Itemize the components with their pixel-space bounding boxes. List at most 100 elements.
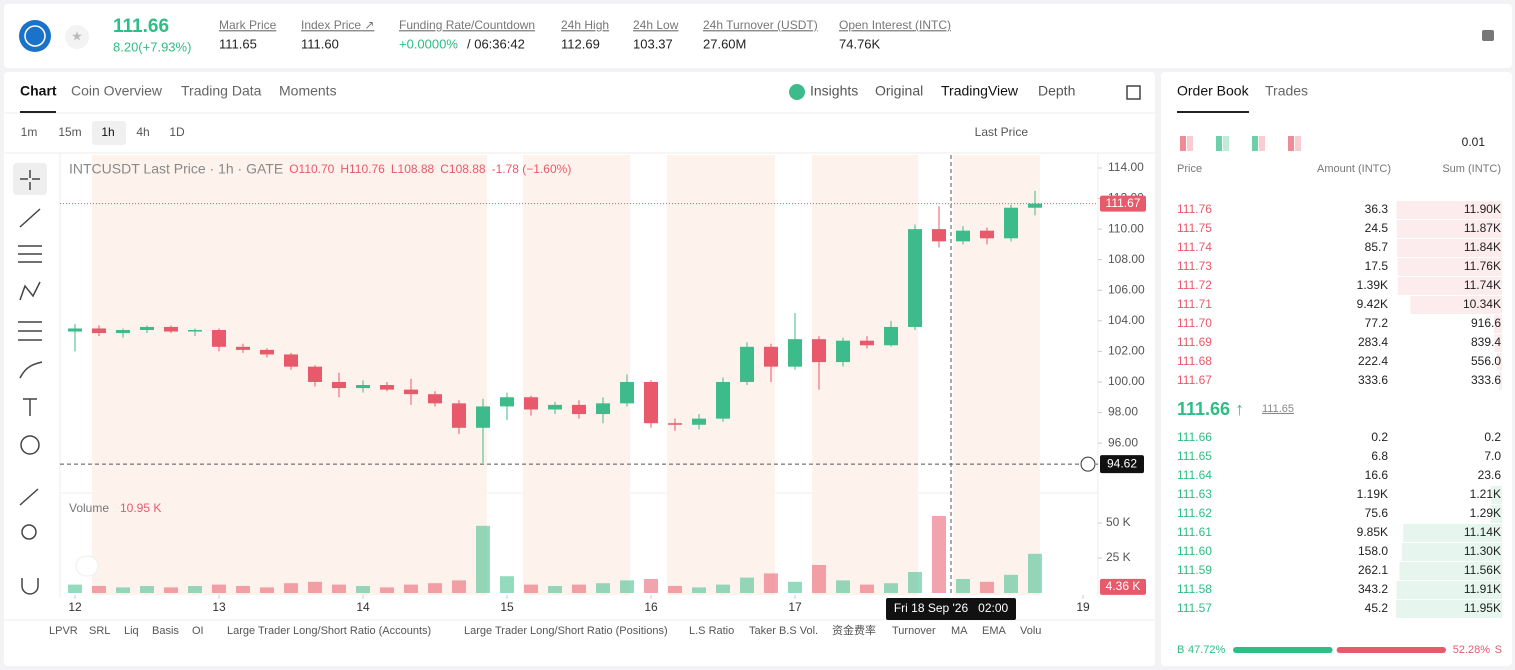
- ob-tab[interactable]: Trades: [1265, 83, 1308, 99]
- ob-mark: 111.65: [1262, 403, 1294, 415]
- add-alert[interactable]: [1080, 456, 1096, 472]
- ob-amount: 77.2: [1365, 316, 1389, 330]
- candle-body: [956, 230, 970, 242]
- indicator[interactable]: 资金费率: [832, 623, 876, 637]
- view-mode[interactable]: [1180, 136, 1186, 151]
- depth-bar: [1397, 277, 1502, 295]
- depth-bar: [1403, 524, 1502, 542]
- volume-bar: [764, 573, 778, 593]
- volume-bar: [164, 587, 178, 593]
- volume-bar: [1004, 574, 1018, 593]
- tab[interactable]: Trading Data: [181, 83, 262, 99]
- ob-amount: 9.42K: [1357, 297, 1388, 311]
- volume-bar: [524, 584, 538, 593]
- indicator[interactable]: SRL: [89, 625, 110, 637]
- volume-label: Volume: [69, 501, 109, 515]
- ob-sum: 11.76K: [1464, 259, 1501, 273]
- volume-bar: [860, 584, 874, 593]
- interval[interactable]: 15m: [58, 125, 81, 139]
- precision[interactable]: 0.01: [1462, 135, 1486, 149]
- indicator[interactable]: LPVR: [49, 625, 78, 637]
- volume-bar: [1028, 553, 1042, 593]
- view-tab[interactable]: Original: [875, 83, 923, 99]
- view-mode[interactable]: [1295, 136, 1301, 151]
- stat-label: Index Price ↗: [301, 18, 374, 32]
- indicator[interactable]: Basis: [152, 625, 179, 637]
- stat-label: Open Interest (INTC): [839, 18, 951, 32]
- stat-value: 112.69: [561, 36, 600, 51]
- active-tool[interactable]: [13, 163, 47, 195]
- view-tab[interactable]: Insights: [810, 83, 858, 99]
- candle-body: [92, 328, 106, 334]
- ob-price: 111.70: [1177, 316, 1212, 330]
- tab[interactable]: Moments: [279, 83, 337, 99]
- volume-bar: [92, 586, 106, 593]
- interval[interactable]: 4h: [136, 125, 149, 139]
- interval[interactable]: 1h: [101, 125, 114, 139]
- change: 8.20(+7.93%): [113, 39, 191, 54]
- depth-bar: [1497, 353, 1502, 371]
- ratio-sell-bar: [1336, 647, 1446, 653]
- ob-price: 111.72: [1177, 278, 1212, 292]
- volume-bar: [836, 580, 850, 593]
- view-tab[interactable]: Depth: [1038, 83, 1075, 99]
- volume-bar: [692, 587, 706, 593]
- ob-sum: 11.74K: [1464, 278, 1501, 292]
- price-source[interactable]: Last Price: [975, 125, 1029, 139]
- indicator[interactable]: EMA: [982, 625, 1007, 637]
- volume-bar: [788, 581, 802, 593]
- x-tick-label: 16: [644, 600, 658, 614]
- indicator[interactable]: OI: [192, 625, 204, 637]
- y-tick-label: 108.00: [1108, 252, 1145, 266]
- indicator[interactable]: Liq: [124, 625, 139, 637]
- volume-bar: [620, 580, 634, 593]
- ob-price: 111.67: [1177, 373, 1212, 387]
- candle-body: [860, 340, 874, 346]
- candle-body: [596, 403, 610, 415]
- ob-sum: 333.6: [1471, 373, 1501, 387]
- ob-column: Amount (INTC): [1317, 163, 1391, 175]
- ratio-buy: 47.72%: [1188, 644, 1226, 656]
- ratio-sell: 52.28%: [1453, 644, 1491, 656]
- candle-body: [788, 339, 802, 367]
- volume-bar: [812, 565, 826, 593]
- view-mode[interactable]: [1259, 136, 1265, 151]
- interval[interactable]: 1m: [21, 125, 38, 139]
- candle-body: [500, 397, 514, 407]
- indicator[interactable]: MA: [951, 625, 968, 637]
- candle-body: [452, 403, 466, 428]
- interval[interactable]: 1D: [169, 125, 185, 139]
- view-mode[interactable]: [1187, 136, 1193, 151]
- view-mode[interactable]: [1288, 136, 1294, 151]
- ob-column: Price: [1177, 163, 1202, 175]
- menu-icon[interactable]: [1482, 30, 1494, 41]
- indicator[interactable]: Large Trader Long/Short Ratio (Positions…: [464, 625, 668, 637]
- ob-amount: 9.85K: [1357, 525, 1388, 539]
- candle-body: [260, 349, 274, 355]
- stat-label: 24h High: [561, 18, 609, 32]
- candle-body: [884, 326, 898, 346]
- tab[interactable]: Chart: [20, 83, 57, 99]
- ob-price: 111.60: [1177, 544, 1212, 558]
- x-tick-label: 14: [356, 600, 370, 614]
- indicator[interactable]: Turnover: [892, 625, 936, 637]
- view-mode[interactable]: [1223, 136, 1229, 151]
- view-mode[interactable]: [1216, 136, 1222, 151]
- volume-bar: [140, 586, 154, 593]
- indicator[interactable]: Taker B.S Vol.: [749, 625, 818, 637]
- view-mode[interactable]: [1252, 136, 1258, 151]
- depth-bar: [1396, 201, 1502, 219]
- indicator[interactable]: Large Trader Long/Short Ratio (Accounts): [227, 625, 431, 637]
- indicator[interactable]: Volu: [1020, 625, 1041, 637]
- v-tick-label: 50 K: [1106, 515, 1131, 529]
- x-tick-label: 17: [788, 600, 802, 614]
- view-tab[interactable]: TradingView: [941, 83, 1019, 99]
- ob-tab[interactable]: Order Book: [1177, 83, 1250, 99]
- favorite[interactable]: [65, 25, 89, 49]
- y-tick-label: 104.00: [1108, 313, 1145, 327]
- ob-amount: 17.5: [1365, 259, 1389, 273]
- ob-amount: 6.8: [1371, 449, 1388, 463]
- tab[interactable]: Coin Overview: [71, 83, 163, 99]
- window-icon[interactable]: [1126, 85, 1141, 100]
- indicator[interactable]: L.S Ratio: [689, 625, 734, 637]
